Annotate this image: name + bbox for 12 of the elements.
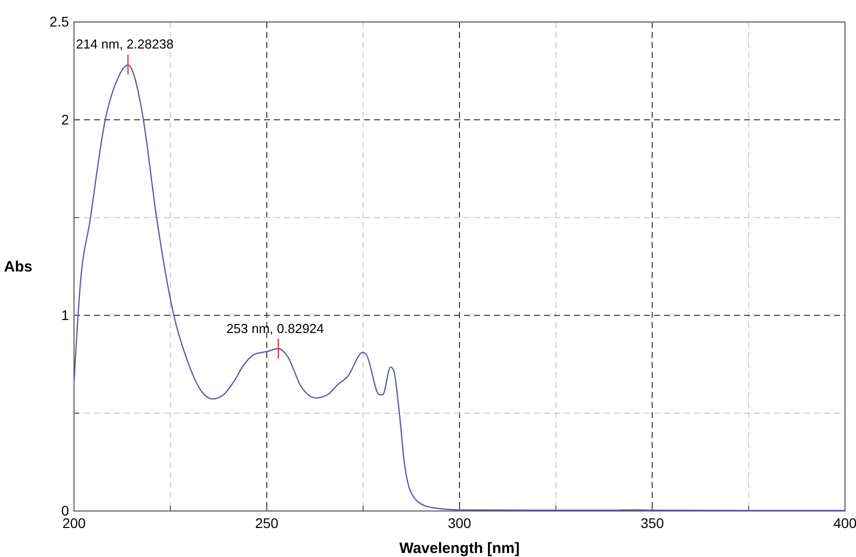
x-tick-label: 300 — [448, 515, 472, 531]
y-tick-label: 2.5 — [50, 13, 70, 30]
x-tick-label: 250 — [255, 515, 279, 531]
y-tick-label: 2 — [61, 111, 70, 128]
x-axis-title: Wavelength [nm] — [399, 540, 520, 557]
annotation: 214 nm, 2.28238 — [76, 36, 174, 52]
x-tick-label: 350 — [640, 515, 664, 531]
x-tick-label: 400 — [833, 515, 856, 531]
y-axis-title: Abs — [4, 258, 32, 276]
y-tick-label: 1 — [61, 306, 70, 323]
annotation: 253 nm, 0.82924 — [226, 320, 324, 336]
line-series — [73, 64, 846, 512]
